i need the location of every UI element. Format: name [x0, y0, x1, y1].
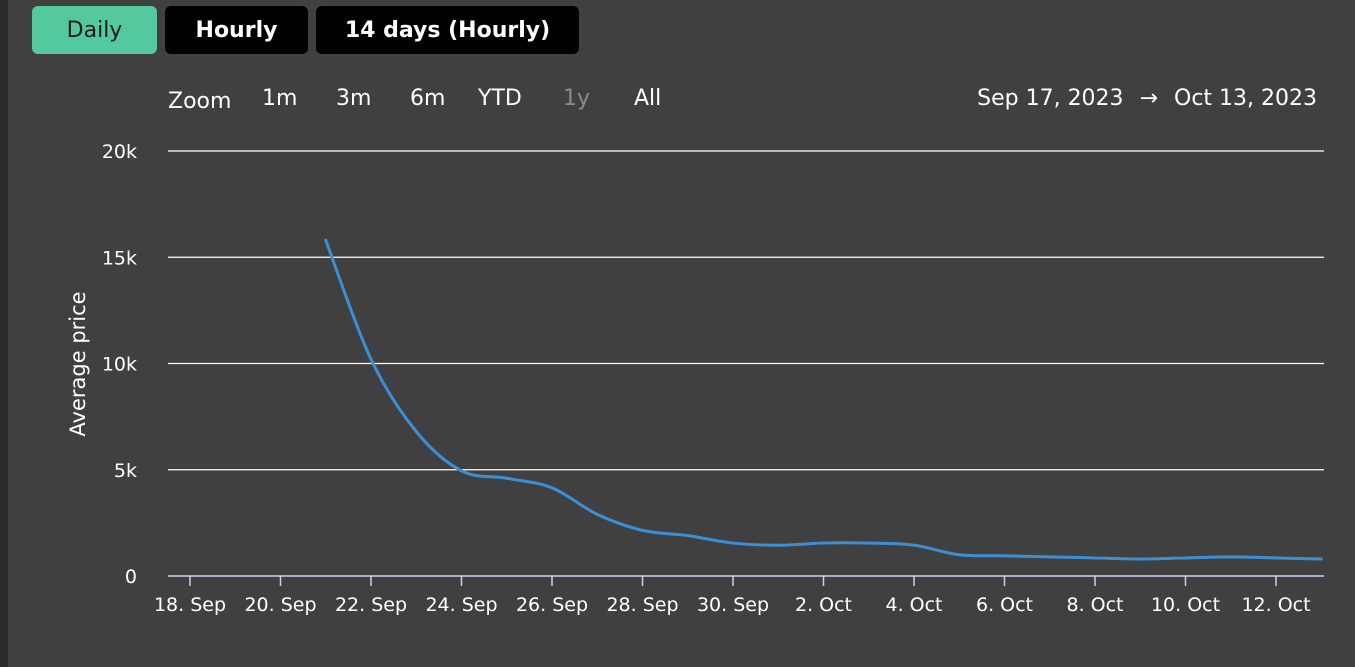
x-tick-label: 30. Sep — [697, 594, 769, 616]
x-tick-label: 22. Sep — [335, 594, 407, 616]
data-point[interactable] — [414, 430, 418, 433]
data-point[interactable] — [1138, 557, 1142, 561]
date-range: Sep 17, 2023 → Oct 13, 2023 — [977, 86, 1317, 111]
data-point[interactable] — [867, 541, 871, 545]
range-from-date[interactable]: Sep 17, 2023 — [977, 86, 1124, 111]
x-tick-label: 10. Oct — [1151, 594, 1220, 616]
data-point[interactable] — [1229, 555, 1233, 559]
y-axis-ticks: 0 5k 10k 15k 20k — [102, 141, 137, 588]
data-point[interactable] — [1093, 556, 1097, 560]
x-tick-label: 2. Oct — [795, 594, 852, 616]
data-point[interactable] — [957, 553, 961, 557]
data-point[interactable] — [731, 541, 735, 545]
x-tick-label: 4. Oct — [885, 594, 942, 616]
zoom-ytd-button[interactable]: YTD — [478, 86, 522, 111]
zoom-1m-button[interactable]: 1m — [262, 86, 298, 111]
x-axis: 18. Sep 20. Sep 22. Sep 24. Sep 26. Sep 28. S… — [154, 575, 1324, 616]
zoom-all-button[interactable]: All — [634, 86, 662, 111]
data-point[interactable] — [912, 543, 916, 547]
tab-hourly[interactable]: Hourly — [165, 6, 308, 54]
zoom-6m-button[interactable]: 6m — [410, 86, 446, 111]
x-tick-label: 24. Sep — [425, 594, 497, 616]
data-point[interactable] — [1274, 556, 1278, 560]
y-tick-label: 15k — [102, 247, 137, 269]
x-tick-label: 18. Sep — [154, 594, 226, 616]
series-line[interactable] — [324, 238, 1323, 561]
data-point[interactable] — [776, 543, 780, 547]
data-point[interactable] — [641, 528, 644, 532]
data-point[interactable] — [595, 512, 599, 516]
zoom-3m-button[interactable]: 3m — [336, 86, 372, 111]
data-point[interactable] — [822, 541, 825, 545]
zoom-label: Zoom — [168, 89, 232, 114]
data-point[interactable] — [1319, 557, 1323, 561]
range-to-date[interactable]: Oct 13, 2023 — [1174, 86, 1317, 111]
x-tick-label: 12. Oct — [1241, 594, 1310, 616]
data-point[interactable] — [1184, 556, 1187, 560]
x-tick-label: 26. Sep — [516, 594, 588, 616]
tab-daily[interactable]: Daily — [32, 6, 157, 54]
y-tick-label: 10k — [102, 354, 137, 376]
y-tick-label: 0 — [125, 566, 137, 588]
y-axis-title: Average price — [66, 291, 90, 436]
data-point[interactable] — [550, 486, 554, 490]
y-tick-label: 20k — [102, 141, 137, 163]
zoom-1y-button: 1y — [563, 86, 591, 111]
x-tick-label: 6. Oct — [976, 594, 1033, 616]
data-point[interactable] — [1048, 555, 1052, 559]
y-tick-label: 5k — [114, 460, 137, 482]
x-tick-label: 8. Oct — [1066, 594, 1123, 616]
x-tick-label: 20. Sep — [244, 594, 316, 616]
data-point[interactable] — [369, 357, 373, 361]
data-point[interactable] — [686, 534, 690, 538]
chart-panel — [8, 0, 1355, 667]
grid-lines — [168, 150, 1324, 471]
range-arrow-icon: → — [1139, 86, 1158, 111]
x-tick-label: 28. Sep — [606, 594, 678, 616]
series-layer — [324, 238, 1323, 561]
data-point[interactable] — [505, 476, 509, 480]
data-point[interactable] — [460, 469, 463, 473]
tab-14-days-hourly[interactable]: 14 days (Hourly) — [316, 6, 579, 54]
data-point[interactable] — [1003, 554, 1006, 558]
data-point[interactable] — [324, 238, 328, 242]
